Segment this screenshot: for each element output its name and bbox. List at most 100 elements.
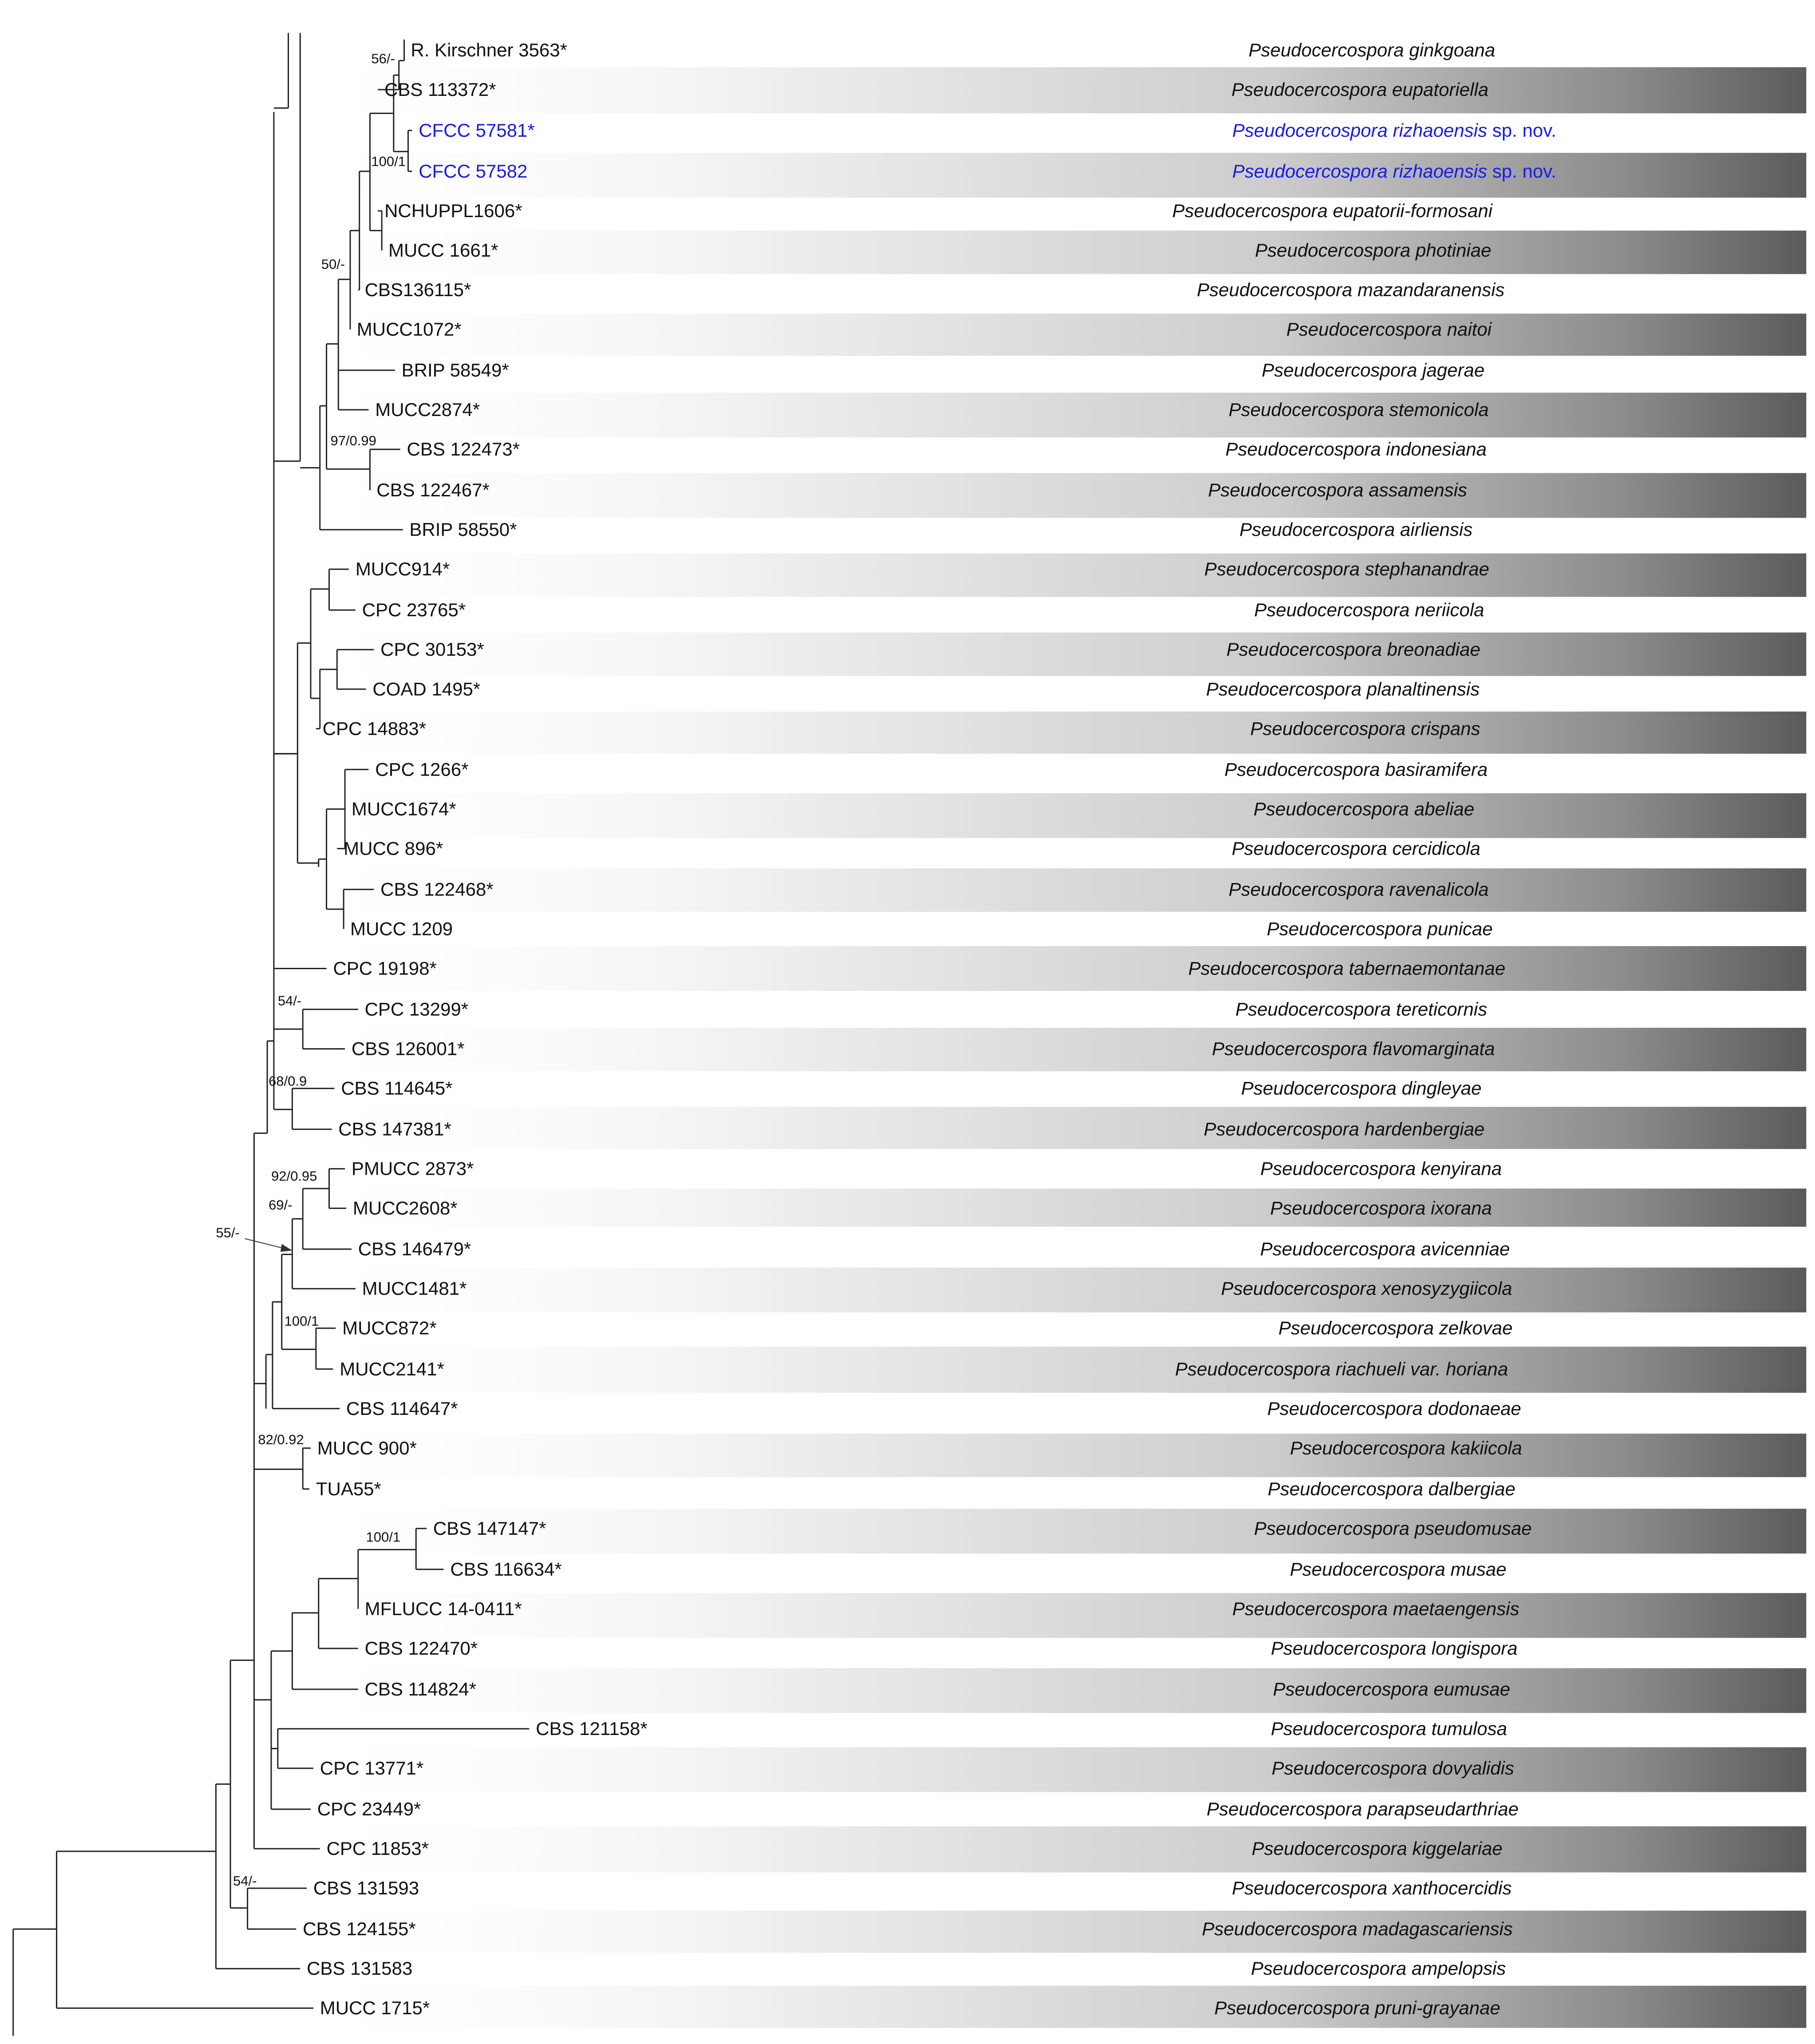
support-value: 55/- (216, 1225, 239, 1240)
species-label: Pseudocercospora tabernaemontanae (1188, 958, 1506, 978)
band-row-16 (289, 632, 1807, 676)
species-label: Pseudocercospora tumulosa (1271, 1718, 1507, 1739)
species-name: Pseudocercospora breonadiae (1226, 639, 1480, 660)
strain-label: MUCC2874* (375, 399, 480, 420)
strain-label: MUCC1674* (352, 798, 456, 819)
species-name: Pseudocercospora stemonicola (1229, 399, 1489, 420)
band-row-2 (289, 67, 1807, 114)
species-name: Pseudocercospora jagerae (1262, 360, 1485, 380)
species-label: Pseudocercospora stemonicola (1229, 399, 1489, 420)
species-label: Pseudocercospora dalbergiae (1268, 1478, 1515, 1499)
strain-label: CPC 23765* (362, 599, 466, 620)
species-name: Pseudocercospora mazandaranensis (1197, 279, 1504, 300)
strain-label: NCHUPPL1606* (384, 200, 522, 221)
species-name: Pseudocercospora photiniae (1255, 240, 1491, 261)
strain-label: MUCC2608* (353, 1198, 458, 1219)
band-row-44 (289, 1747, 1807, 1792)
strain-label: CBS 122467* (376, 479, 490, 500)
strain-label: R. Kirschner 3563* (411, 40, 567, 60)
strain-label: CBS 146479* (358, 1239, 471, 1260)
band-row-36 (289, 1434, 1807, 1478)
species-name: Pseudocercospora planaltinensis (1206, 678, 1479, 699)
species-name: Pseudocercospora dovyalidis (1272, 1758, 1514, 1779)
strain-label: CBS 114824* (365, 1679, 476, 1699)
band-row-34 (289, 1347, 1807, 1393)
strain-label: PMUCC 2873* (352, 1158, 474, 1179)
band-row-26 (289, 1028, 1807, 1071)
band-row-6 (289, 230, 1807, 274)
support-value: 100/1 (285, 1313, 319, 1329)
support-value: 69/- (269, 1197, 292, 1213)
species-label: Pseudocercospora abeliae (1253, 798, 1474, 819)
strain-label: MUCC872* (342, 1318, 436, 1339)
band-row-14 (289, 553, 1807, 597)
species-name: Pseudocercospora cercidicola (1232, 838, 1480, 859)
species-label: Pseudocercospora ginkgoana (1249, 40, 1495, 60)
species-name: Pseudocercospora eupatoriella (1231, 79, 1488, 100)
species-name: Pseudocercospora parapseudarthriae (1206, 1798, 1518, 1819)
species-label: Pseudocercospora kakiicola (1290, 1438, 1522, 1458)
species-label: Pseudocercospora avicenniae (1260, 1239, 1510, 1260)
strain-label: CPC 14883* (323, 718, 426, 739)
species-name: Pseudocercospora rizhaoensis (1232, 120, 1487, 141)
support-value: 82/0.92 (258, 1432, 304, 1447)
species-name: Pseudocercospora assamensis (1208, 479, 1467, 500)
species-label: Pseudocercospora indonesiana (1226, 439, 1487, 460)
strain-label: MUCC2141* (340, 1359, 444, 1379)
species-name: Pseudocercospora zelkovae (1278, 1318, 1513, 1339)
strain-label: CBS 124155* (303, 1918, 416, 1939)
strain-label: MUCC 1209 (350, 918, 453, 939)
band-row-4 (289, 153, 1807, 198)
band-row-50 (289, 1985, 1807, 2028)
species-name: Pseudocercospora kenyirana (1260, 1158, 1502, 1179)
strain-label: CBS 113372* (384, 79, 496, 100)
species-label: Pseudocercospora parapseudarthriae (1206, 1798, 1518, 1819)
support-value: 100/1 (366, 1529, 401, 1545)
species-name: Pseudocercospora naitoi (1286, 319, 1492, 340)
strain-label: CPC 23449* (317, 1798, 421, 1819)
species-name: Pseudocercospora madagascariensis (1202, 1918, 1513, 1939)
species-label: Pseudocercospora musae (1290, 1559, 1507, 1580)
species-labels: Pseudocercospora ginkgoana Pseudocercospo… (1172, 40, 1556, 2018)
strain-label: CBS 126001* (352, 1038, 465, 1059)
species-label: Pseudocercospora xanthocercidis (1232, 1878, 1511, 1898)
species-name: Pseudocercospora riachueli var. horiana (1175, 1359, 1508, 1379)
species-label: Pseudocercospora naitoi (1286, 319, 1492, 340)
species-name: Pseudocercospora abeliae (1253, 798, 1474, 819)
species-label: Pseudocercospora assamensis (1208, 479, 1467, 500)
strain-label: BRIP 58550* (409, 519, 517, 540)
strain-label: CBS 114645* (341, 1078, 452, 1099)
species-name: Pseudocercospora tabernaemontanae (1188, 958, 1506, 978)
species-name: Pseudocercospora ixorana (1270, 1198, 1492, 1219)
strain-label: COAD 1495* (372, 678, 480, 699)
species-label: Pseudocercospora neriicola (1254, 599, 1484, 620)
band-row-24 (289, 946, 1807, 991)
strain-label: BRIP 58549* (402, 360, 509, 380)
strain-label: CFCC 57581* (419, 120, 534, 141)
species-name: Pseudocercospora pruni-grayanae (1214, 1997, 1500, 2018)
strain-label: CBS 121158* (536, 1718, 647, 1739)
support-value: 100/1 (371, 154, 406, 169)
strain-label: CFCC 57582 (419, 161, 527, 182)
species-name: Pseudocercospora longispora (1271, 1638, 1518, 1659)
strain-label: CBS136115* (365, 279, 471, 300)
species-name: Pseudocercospora avicenniae (1260, 1239, 1510, 1260)
species-label: Pseudocercospora maetaengensis (1232, 1598, 1519, 1619)
species-label: Pseudocercospora hardenbergiae (1204, 1119, 1485, 1140)
strain-label: CPC 13299* (365, 998, 468, 1019)
species-label: Pseudocercospora rizhaoensis sp. nov. (1232, 120, 1556, 141)
shaded-bands (289, 67, 1807, 2028)
band-row-46 (289, 1826, 1807, 1873)
strain-label: MUCC 896* (344, 838, 443, 859)
species-label: Pseudocercospora photiniae (1255, 240, 1491, 261)
species-name: Pseudocercospora dingleyae (1241, 1078, 1482, 1099)
species-name: Pseudocercospora xanthocercidis (1232, 1878, 1511, 1898)
strain-label: MUCC 1661* (388, 240, 498, 261)
species-label: Pseudocercospora kiggelariae (1252, 1838, 1503, 1859)
species-label: Pseudocercospora eupatorii-formosani (1172, 200, 1493, 221)
species-label: Pseudocercospora pseudomusae (1254, 1518, 1532, 1539)
species-label: Pseudocercospora jagerae (1262, 360, 1485, 380)
species-label: Pseudocercospora tereticornis (1235, 998, 1487, 1019)
strain-label: CBS 114647* (346, 1398, 458, 1419)
species-label: Pseudocercospora madagascariensis (1202, 1918, 1513, 1939)
